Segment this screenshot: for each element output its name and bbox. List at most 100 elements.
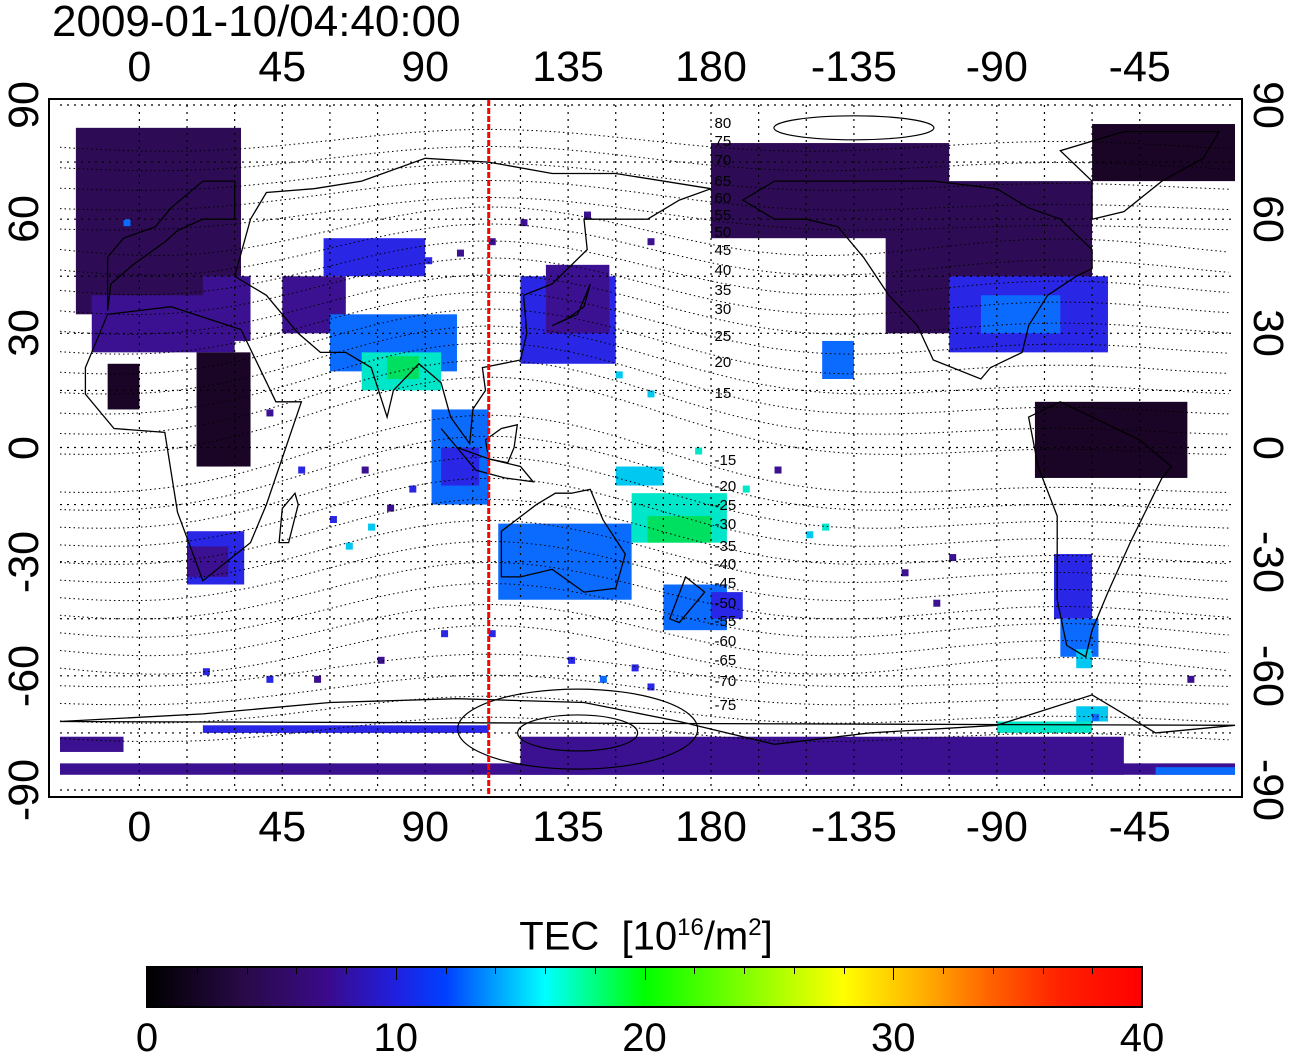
lon-tick-top: -45: [1108, 43, 1171, 91]
colorbar-unit-mid: /m: [703, 914, 749, 959]
lat-tick-right: 60: [1244, 195, 1292, 244]
tec-pixel-block: [202, 276, 251, 341]
magnetic-contour: [59, 206, 1229, 257]
coastline: [440, 428, 535, 483]
lon-tick-bottom: 90: [401, 803, 450, 851]
magnetic-contour: [59, 561, 1229, 620]
lat-tick-left: 90: [0, 81, 48, 129]
lat-tick-right: -60: [1244, 644, 1292, 707]
tec-pixel: [387, 504, 395, 512]
tec-pixel: [488, 238, 496, 246]
contour-label: 75: [715, 133, 732, 150]
tec-pixel: [345, 542, 353, 550]
contour-label: 50: [715, 224, 732, 241]
lat-tick-left: -30: [0, 530, 48, 593]
colorbar-minor-tick: [196, 966, 198, 974]
magnetic-pole-contour: [517, 714, 639, 752]
lon-tick-bottom: 0: [127, 803, 152, 851]
lon-tick-top: -90: [965, 43, 1028, 91]
tec-pixel: [933, 599, 941, 607]
contour-label: 25: [715, 328, 732, 345]
contour-label: -35: [715, 538, 737, 555]
colorbar-minor-tick: [246, 966, 248, 974]
colorbar-label: TEC: [519, 914, 600, 959]
colorbar-minor-tick: [296, 966, 298, 974]
coastline: [278, 491, 299, 544]
colorbar-minor-tick: [545, 966, 546, 974]
tec-pixel-block: [202, 725, 489, 733]
tec-pixel-block: [60, 736, 124, 752]
tec-pixel: [441, 630, 449, 638]
magnetic-contour: [59, 674, 1229, 706]
tec-pixel: [742, 485, 750, 493]
colorbar-tick-label: 10: [373, 1016, 419, 1060]
tec-pixel: [123, 219, 131, 227]
lat-tick-right: -90: [1244, 758, 1292, 822]
tec-pixel-block: [202, 417, 229, 467]
tec-pixel: [615, 371, 623, 379]
lat-tick-left: -60: [0, 644, 48, 707]
magnetic-contour: [59, 163, 1229, 191]
contour-label: -45: [715, 575, 737, 592]
magnetic-contour: [59, 274, 1229, 335]
contour-label: -50: [715, 595, 737, 612]
tec-pixel: [377, 656, 385, 664]
colorbar-tick-label: 30: [871, 1016, 916, 1060]
tec-data-layer: [60, 124, 1235, 775]
colorbar-minor-tick: [744, 966, 745, 974]
tec-pixel: [949, 554, 957, 562]
tec-pixel-block: [1155, 767, 1235, 775]
contour-label: -25: [715, 497, 737, 514]
coastline: [741, 180, 1093, 380]
tec-pixel: [456, 249, 464, 257]
colorbar-minor-tick: [346, 966, 347, 974]
magnetic-contour: [59, 308, 1229, 375]
contour-label: -60: [715, 633, 737, 650]
coastline: [233, 157, 712, 446]
colorbar-minor-tick: [893, 966, 895, 980]
magnetic-contour: [59, 325, 1229, 395]
colorbar-unit-exponent: 16: [677, 914, 704, 941]
colorbar-tick-label: 40: [1119, 1016, 1165, 1060]
coastline: [1059, 130, 1221, 221]
colorbar-minor-tick: [1142, 966, 1143, 980]
colorbar-minor-tick: [843, 966, 845, 974]
tec-pixel: [901, 569, 909, 577]
lon-tick-top: 45: [258, 43, 307, 91]
tec-pixel: [488, 630, 496, 638]
tec-pixel: [425, 257, 433, 265]
contour-label: -15: [715, 452, 737, 469]
tec-pixel: [409, 485, 417, 493]
tec-pixel: [631, 664, 639, 672]
tec-pixel-block: [615, 466, 664, 486]
magnetic-contour: [59, 625, 1229, 675]
tec-pixel-block: [1076, 706, 1108, 722]
magnetic-contour: [59, 456, 1229, 529]
colorbar-minor-tick: [644, 966, 646, 980]
contour-label: -30: [715, 516, 737, 533]
tec-pixel-block: [545, 264, 610, 334]
coastlines: [59, 130, 1236, 745]
contour-label: -55: [715, 613, 737, 630]
lon-tick-top: -135: [810, 43, 897, 91]
tec-pixel: [583, 211, 591, 219]
lon-tick-bottom: -45: [1108, 803, 1171, 851]
colorbar-minor-tick: [495, 966, 497, 974]
contour-label: -75: [715, 697, 737, 714]
colorbar-unit-end: ]: [761, 914, 773, 959]
magnetic-contour: [59, 179, 1229, 211]
tec-pixel: [202, 668, 210, 676]
lat-tick-left: 0: [0, 435, 48, 460]
lon-tick-top: 90: [401, 43, 450, 91]
contour-label: -70: [715, 673, 737, 690]
contour-label: 20: [715, 354, 732, 371]
colorbar-minor-tick: [445, 966, 447, 974]
contour-label: 70: [715, 152, 732, 169]
map-timestamp: 2009-01-10/04:40:00: [52, 0, 461, 46]
tec-pixel: [774, 466, 782, 474]
colorbar-unit-exponent2: 2: [748, 914, 762, 941]
lat-tick-right: 0: [1243, 435, 1292, 460]
colorbar-tick-label: 0: [135, 1016, 159, 1060]
contour-label: -20: [715, 478, 737, 495]
